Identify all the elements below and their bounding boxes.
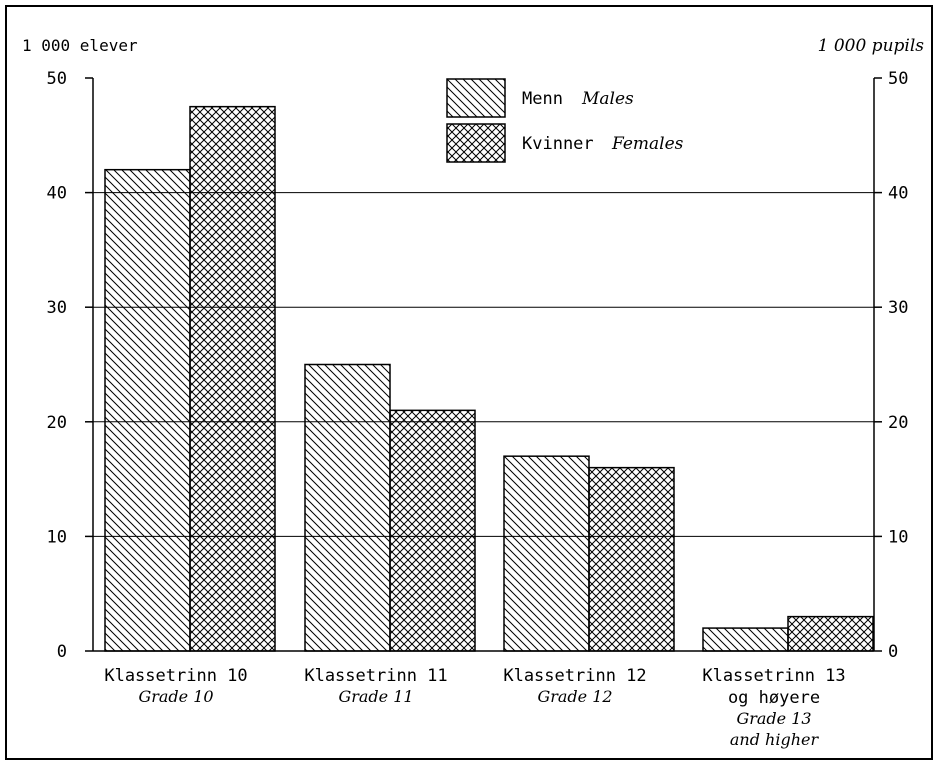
legend: Menn Males Kvinner Females (446, 78, 684, 163)
category-sublabel: Grade 11 (338, 687, 413, 706)
chart-frame (5, 5, 933, 760)
y-tick-label-left: 0 (57, 642, 67, 662)
legend-swatch-males (446, 78, 506, 118)
bar-females (189, 105, 276, 652)
y-tick-label-right: 30 (888, 298, 908, 318)
y-tick-label-left: 20 (47, 413, 67, 433)
category-sublabel: Grade 10 (138, 687, 213, 706)
category-label-line2: og høyere (728, 688, 820, 708)
y-unit-left: 1 000 elever (22, 36, 138, 55)
legend-label-kvinner: Kvinner (522, 134, 594, 154)
legend-label-menn: Menn (522, 89, 563, 109)
category-label: Klassetrinn 11 (304, 666, 447, 686)
category-sublabel: Grade 12 (537, 687, 612, 706)
axes: 0 0 10 10 20 20 30 30 40 40 50 50 (47, 69, 909, 662)
category-label: Klassetrinn 12 (503, 666, 646, 686)
category-label: Klassetrinn 13 (702, 666, 845, 686)
legend-label-females: Females (611, 134, 684, 154)
bar-females (787, 615, 874, 652)
legend-label-males: Males (581, 89, 634, 109)
bar-males (503, 455, 590, 652)
y-tick-label-right: 20 (888, 413, 908, 433)
bar-females (389, 409, 476, 652)
category-sublabel: Grade 13 (736, 709, 811, 728)
bar-females (588, 466, 675, 652)
y-tick-label-left: 10 (47, 527, 67, 547)
y-tick-label-right: 50 (888, 69, 908, 89)
bar-males (104, 168, 191, 652)
category-sublabel: and higher (730, 730, 820, 749)
y-tick-label-left: 30 (47, 298, 67, 318)
y-tick-label-right: 10 (888, 527, 908, 547)
y-tick-label-left: 50 (47, 69, 67, 89)
bars (104, 105, 874, 652)
bar-males (702, 627, 789, 652)
y-tick-label-right: 0 (888, 642, 898, 662)
y-tick-label-left: 40 (47, 184, 67, 204)
category-label: Klassetrinn 10 (104, 666, 247, 686)
legend-swatch-females (446, 123, 506, 163)
y-unit-right: 1 000 pupils (818, 36, 925, 56)
y-tick-label-right: 40 (888, 184, 908, 204)
bar-males (304, 363, 391, 652)
